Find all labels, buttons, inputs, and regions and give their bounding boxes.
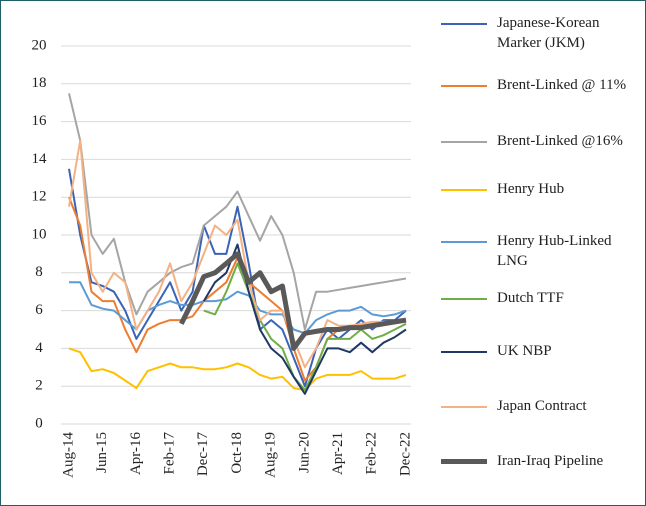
- x-tick-label: Oct-18: [229, 432, 245, 474]
- x-tick-label: Apr-16: [128, 432, 144, 476]
- legend-swatch: [441, 406, 487, 408]
- x-tick-label: Feb-17: [162, 432, 178, 475]
- y-tick-label: 10: [32, 226, 47, 242]
- legend-label: UK NBP: [497, 343, 552, 359]
- legend-swatch: [441, 85, 487, 87]
- x-tick-label: Apr-21: [330, 432, 346, 475]
- legend-label: Iran-Iraq Pipeline: [497, 453, 604, 469]
- y-tick-label: 0: [35, 415, 43, 431]
- y-tick-label: 12: [32, 189, 47, 205]
- x-tick-label: Jun-15: [94, 432, 110, 473]
- legend-swatch: [441, 141, 487, 143]
- series-line: [68, 347, 407, 391]
- legend-label: Dutch TTF: [497, 290, 564, 306]
- legend-label: Brent-Linked @ 11%: [497, 77, 627, 93]
- y-tick-label: 16: [32, 113, 48, 129]
- x-tick-label: Aug-19: [263, 432, 279, 478]
- y-tick-label: 18: [32, 75, 47, 91]
- legend-swatch: [441, 189, 487, 191]
- x-tick-label: Dec-22: [397, 432, 413, 476]
- legend-label: Brent-Linked @16%: [497, 133, 623, 149]
- x-tick-label: Feb-22: [364, 432, 380, 475]
- chart: 0 2 4 6 8 10 12 14 16 18 20 Aug-14 Jun-15 Apr-16 Feb-1…: [32, 37, 414, 478]
- x-tick-label: Dec-17: [195, 432, 211, 477]
- legend-swatch: [441, 241, 487, 243]
- legend-swatch: [441, 298, 487, 300]
- y-tick-label: 4: [35, 340, 43, 356]
- series-line: [179, 251, 407, 351]
- legend-label: Henry Hub-Linked LNG: [497, 233, 612, 269]
- legend-label: Japanese-Korean Marker (JKM): [497, 15, 600, 51]
- legend-swatch: [441, 459, 487, 464]
- y-tick-label: 20: [32, 37, 47, 53]
- x-tick-label: Jun-20: [296, 432, 312, 473]
- legend-label: Henry Hub: [497, 181, 565, 197]
- y-tick-label: 8: [35, 264, 43, 280]
- y-tick-label: 2: [35, 378, 43, 394]
- series-line: [202, 243, 407, 395]
- series-line: [203, 262, 407, 391]
- series-line: [69, 281, 407, 335]
- legend-label: Japan Contract: [497, 398, 587, 414]
- y-tick-label: 6: [35, 302, 43, 318]
- y-tick-label: 14: [32, 151, 48, 167]
- legend-swatch: [441, 23, 487, 25]
- legend-swatch: [441, 351, 487, 353]
- x-tick-label: Aug-14: [60, 432, 76, 478]
